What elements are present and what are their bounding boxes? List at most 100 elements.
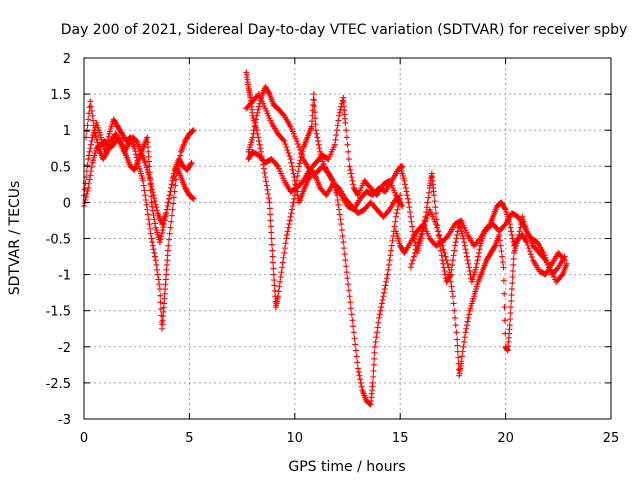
data-point — [313, 130, 320, 137]
data-point — [289, 203, 296, 210]
series-arc-3 — [83, 98, 195, 228]
data-point — [380, 293, 387, 300]
data-point — [151, 220, 158, 227]
data-point — [465, 260, 472, 267]
data-point — [312, 127, 319, 134]
data-point — [349, 317, 356, 324]
data-point — [170, 200, 177, 207]
data-point — [168, 184, 175, 191]
data-point — [263, 182, 270, 189]
data-point — [166, 192, 173, 199]
data-point — [336, 112, 343, 119]
data-point — [516, 228, 523, 235]
data-point — [257, 145, 264, 152]
data-point — [382, 282, 389, 289]
data-point — [356, 372, 363, 379]
data-point — [315, 141, 322, 148]
data-point — [376, 311, 383, 318]
data-point — [91, 127, 98, 134]
data-point — [348, 170, 355, 177]
data-point — [419, 227, 426, 234]
data-point — [426, 189, 433, 196]
data-point — [261, 169, 268, 176]
data-point — [506, 322, 513, 329]
data-point — [433, 221, 440, 228]
data-point — [189, 194, 196, 201]
data-point — [388, 247, 395, 254]
data-point — [150, 246, 157, 253]
x-axis-label: GPS time / hours — [288, 459, 405, 475]
data-point — [404, 192, 411, 199]
data-point — [422, 218, 429, 225]
data-point — [148, 183, 155, 190]
data-point — [522, 237, 529, 244]
data-point — [449, 288, 456, 295]
data-point — [314, 134, 321, 141]
data-point — [92, 130, 99, 137]
data-point — [262, 174, 269, 181]
data-point — [464, 318, 471, 325]
data-point — [337, 216, 344, 223]
data-point — [438, 239, 445, 246]
data-point — [280, 111, 287, 118]
data-point — [447, 278, 454, 285]
data-point — [256, 100, 263, 107]
data-point — [258, 148, 265, 155]
data-point — [269, 247, 276, 254]
data-point — [166, 230, 173, 237]
data-point — [266, 199, 273, 206]
data-point — [441, 267, 448, 274]
x-tick-label: 0 — [80, 431, 88, 446]
data-point — [436, 231, 443, 238]
data-point — [408, 260, 415, 267]
data-point — [88, 138, 95, 145]
chart-title: Day 200 of 2021, Sidereal Day-to-day VTE… — [61, 22, 628, 38]
axis-ticks — [83, 57, 612, 420]
data-point — [410, 253, 417, 260]
y-tick-label: 0.5 — [50, 160, 71, 175]
data-point — [291, 177, 298, 184]
data-point — [189, 128, 196, 135]
data-point — [507, 310, 514, 317]
data-point — [415, 239, 422, 246]
data-point — [90, 122, 97, 129]
data-point — [151, 253, 158, 260]
data-point — [396, 198, 403, 205]
data-point — [461, 334, 468, 341]
data-point — [105, 133, 112, 140]
data-point — [527, 251, 534, 258]
data-point — [392, 218, 399, 225]
data-point — [255, 138, 262, 145]
data-point — [444, 260, 451, 267]
data-point — [462, 329, 469, 336]
data-point — [338, 227, 345, 234]
data-point — [311, 109, 318, 116]
data-point — [277, 278, 284, 285]
data-point — [387, 252, 394, 259]
data-point — [331, 141, 338, 148]
data-point — [168, 212, 175, 219]
data-point — [432, 204, 439, 211]
data-point — [510, 261, 517, 268]
data-point — [500, 264, 507, 271]
data-point — [358, 383, 365, 390]
data-point — [375, 319, 382, 326]
data-point — [454, 231, 461, 238]
data-point — [283, 235, 290, 242]
data-point — [308, 123, 315, 130]
data-point — [144, 211, 151, 218]
data-point — [291, 174, 298, 181]
x-tick-label: 5 — [185, 431, 193, 446]
data-point — [347, 299, 354, 306]
data-point — [149, 189, 156, 196]
data-point — [86, 176, 93, 183]
data-point — [278, 269, 285, 276]
data-point — [386, 257, 393, 264]
data-point — [254, 109, 261, 116]
data-point — [255, 106, 262, 113]
data-point — [268, 241, 275, 248]
data-point — [82, 180, 89, 187]
data-point — [149, 203, 156, 210]
data-point — [379, 296, 386, 303]
data-point — [441, 249, 448, 256]
